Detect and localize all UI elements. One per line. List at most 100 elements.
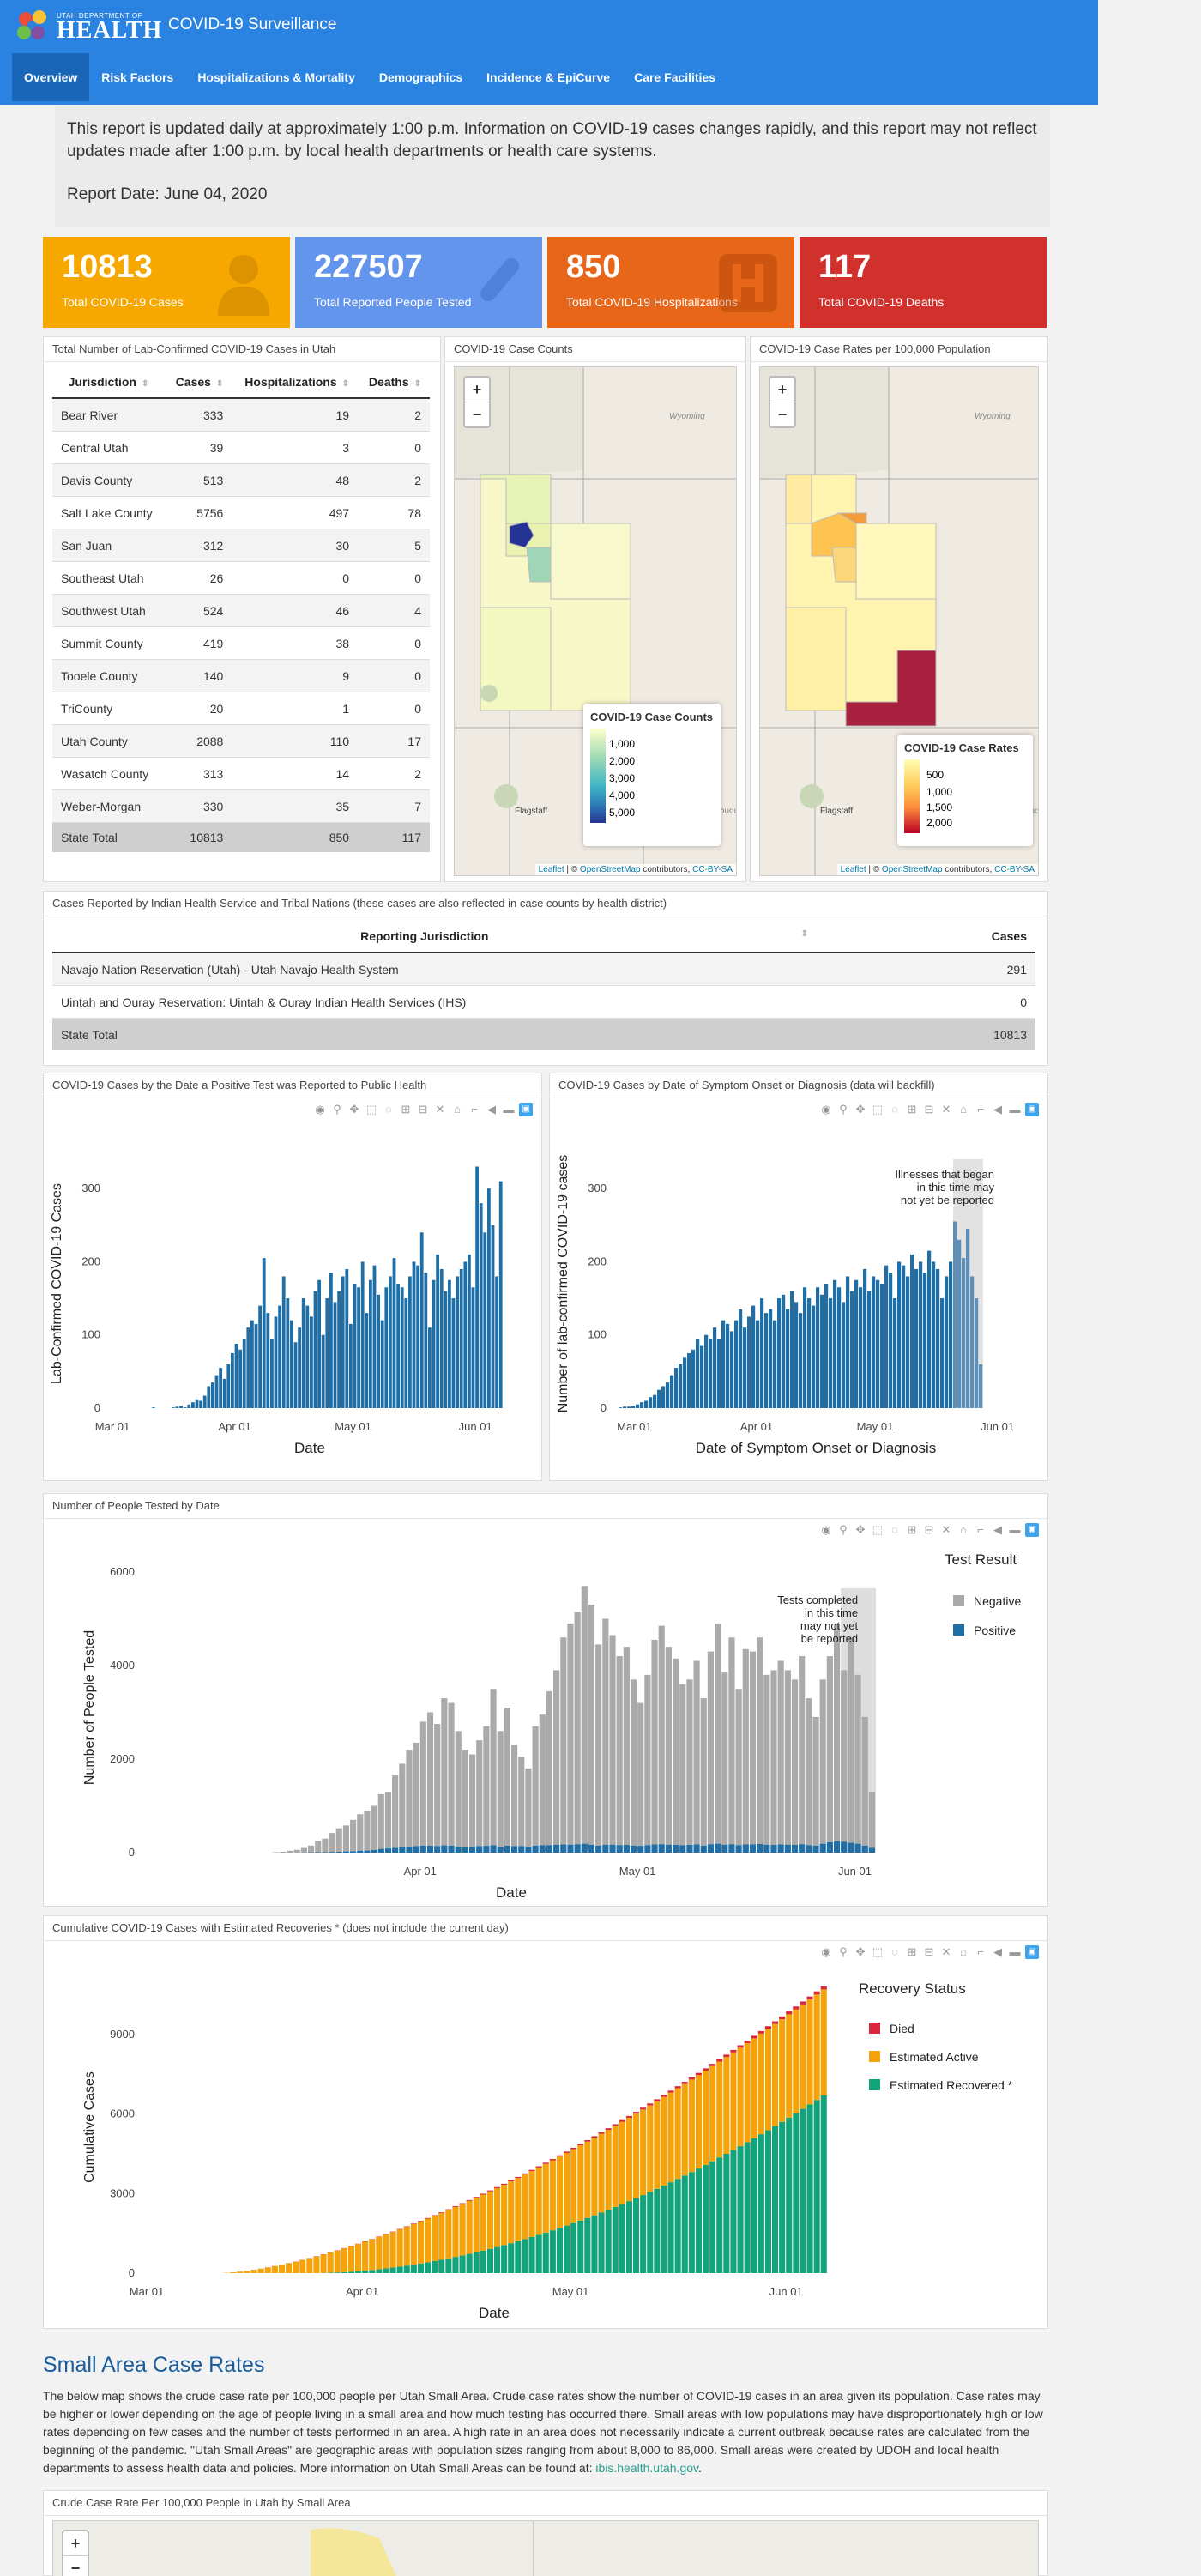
- home-icon[interactable]: ⌂: [957, 1103, 970, 1116]
- home-icon[interactable]: ⌂: [957, 1945, 970, 1959]
- zoom-in-icon[interactable]: ⊞: [905, 1103, 919, 1116]
- hover-compare-icon[interactable]: ▬: [502, 1103, 516, 1116]
- hover-closest-icon[interactable]: ◀: [485, 1103, 498, 1116]
- plotly-icon[interactable]: ▣: [519, 1103, 533, 1116]
- zoom-out-button[interactable]: −: [770, 402, 794, 426]
- case-counts-map[interactable]: Wyoming Flagstaff Albuquer + − COVID-19 …: [454, 366, 737, 876]
- lasso-icon[interactable]: ◌: [382, 1103, 395, 1116]
- bar: [373, 1266, 377, 1408]
- plotly-icon[interactable]: ▣: [1025, 1103, 1039, 1116]
- zoom-in-icon[interactable]: ⊞: [905, 1945, 919, 1959]
- bar-negative: [854, 1675, 860, 1844]
- zoom-in-button[interactable]: +: [63, 2531, 88, 2556]
- zoom-out-button[interactable]: −: [63, 2556, 88, 2576]
- y-tick-label: 0: [600, 1401, 607, 1414]
- annotation: Tests completed: [777, 1593, 858, 1606]
- zoom-out-icon[interactable]: ⊟: [922, 1523, 936, 1537]
- col-header[interactable]: Reporting Jurisdiction⇕: [52, 921, 809, 952]
- bar-died: [570, 2148, 576, 2150]
- camera-icon[interactable]: ◉: [819, 1523, 833, 1537]
- bar-active: [591, 2138, 597, 2215]
- col-header[interactable]: Hospitalizations⇕: [232, 366, 358, 398]
- camera-icon[interactable]: ◉: [819, 1945, 833, 1959]
- autoscale-icon[interactable]: ✕: [433, 1103, 447, 1116]
- box-select-icon[interactable]: ⬚: [871, 1523, 884, 1537]
- box-select-icon[interactable]: ⬚: [871, 1945, 884, 1959]
- hover-compare-icon[interactable]: ▬: [1008, 1103, 1022, 1116]
- hover-closest-icon[interactable]: ◀: [991, 1523, 1005, 1537]
- zoom-out-icon[interactable]: ⊟: [416, 1103, 430, 1116]
- lasso-icon[interactable]: ◌: [888, 1523, 902, 1537]
- zoom-in-button[interactable]: +: [465, 378, 489, 402]
- pan-icon[interactable]: ✥: [854, 1103, 867, 1116]
- home-icon[interactable]: ⌂: [450, 1103, 464, 1116]
- bar-active: [404, 2227, 410, 2265]
- panel-title: COVID-19 Cases by Date of Symptom Onset …: [558, 1079, 935, 1091]
- col-header[interactable]: Cases⇕: [165, 366, 232, 398]
- bar-active: [675, 2089, 681, 2180]
- box-select-icon[interactable]: ⬚: [871, 1103, 884, 1116]
- plotly-icon[interactable]: ▣: [1025, 1945, 1039, 1959]
- col-header[interactable]: Deaths⇕: [358, 366, 430, 398]
- lasso-icon[interactable]: ◌: [888, 1103, 902, 1116]
- autoscale-icon[interactable]: ✕: [939, 1523, 953, 1537]
- zoom-in-icon[interactable]: ⊞: [905, 1523, 919, 1537]
- bar-died: [821, 1986, 827, 1990]
- autoscale-icon[interactable]: ✕: [939, 1945, 953, 1959]
- nav-incidence[interactable]: Incidence & EpiCurve: [474, 53, 622, 101]
- ibis-link[interactable]: ibis.health.utah.gov: [595, 2461, 698, 2475]
- pan-icon[interactable]: ✥: [854, 1523, 867, 1537]
- zoom-icon[interactable]: ⚲: [836, 1103, 850, 1116]
- table-cell: 17: [358, 725, 430, 758]
- nav-demographics[interactable]: Demographics: [367, 53, 474, 101]
- autoscale-icon[interactable]: ✕: [939, 1103, 953, 1116]
- zoom-icon[interactable]: ⚲: [330, 1103, 344, 1116]
- case-rates-map[interactable]: Wyoming Flagstaff Albuquer + − COVID-19 …: [759, 366, 1039, 876]
- spike-icon[interactable]: ⌐: [468, 1103, 481, 1116]
- hover-compare-icon[interactable]: ▬: [1008, 1945, 1022, 1959]
- spike-icon[interactable]: ⌐: [974, 1103, 987, 1116]
- hover-closest-icon[interactable]: ◀: [991, 1103, 1005, 1116]
- pan-icon[interactable]: ✥: [854, 1945, 867, 1959]
- pan-icon[interactable]: ✥: [347, 1103, 361, 1116]
- bar-recovered: [369, 2270, 375, 2273]
- col-header[interactable]: Cases: [809, 921, 1035, 952]
- bar-positive: [399, 1847, 405, 1853]
- col-header[interactable]: Jurisdiction⇕: [52, 366, 165, 398]
- udoh-logo[interactable]: UTAH DEPARTMENT OF HEALTH: [12, 5, 166, 45]
- camera-icon[interactable]: ◉: [819, 1103, 833, 1116]
- small-area-map[interactable]: + −: [52, 2520, 1039, 2576]
- spike-icon[interactable]: ⌐: [974, 1945, 987, 1959]
- hover-compare-icon[interactable]: ▬: [1008, 1523, 1022, 1537]
- y-tick-label: 300: [81, 1182, 100, 1194]
- zoom-out-icon[interactable]: ⊟: [922, 1103, 936, 1116]
- spike-icon[interactable]: ⌐: [974, 1523, 987, 1537]
- nav-hospitalizations[interactable]: Hospitalizations & Mortality: [185, 53, 367, 101]
- zoom-icon[interactable]: ⚲: [836, 1945, 850, 1959]
- home-icon[interactable]: ⌂: [957, 1523, 970, 1537]
- nav-risk-factors[interactable]: Risk Factors: [89, 53, 185, 101]
- plotly-icon[interactable]: ▣: [1025, 1523, 1039, 1537]
- x-axis-label: Date: [479, 2305, 510, 2321]
- lasso-icon[interactable]: ◌: [888, 1945, 902, 1959]
- x-tick-label: Jun 01: [838, 1865, 872, 1878]
- table-cell: 3: [232, 432, 358, 464]
- zoom-icon[interactable]: ⚲: [836, 1523, 850, 1537]
- bar-positive: [770, 1845, 776, 1853]
- zoom-in-button[interactable]: +: [770, 378, 794, 402]
- camera-icon[interactable]: ◉: [313, 1103, 327, 1116]
- hover-closest-icon[interactable]: ◀: [991, 1945, 1005, 1959]
- bar-positive: [498, 1847, 504, 1853]
- zoom-out-icon[interactable]: ⊟: [922, 1945, 936, 1959]
- zoom-out-button[interactable]: −: [465, 402, 489, 426]
- nav-overview[interactable]: Overview: [12, 53, 89, 101]
- box-select-icon[interactable]: ⬚: [365, 1103, 378, 1116]
- bar-active: [432, 2216, 438, 2261]
- zoom-in-icon[interactable]: ⊞: [399, 1103, 413, 1116]
- nav-care-facilities[interactable]: Care Facilities: [622, 53, 727, 101]
- bar-died: [390, 2232, 396, 2233]
